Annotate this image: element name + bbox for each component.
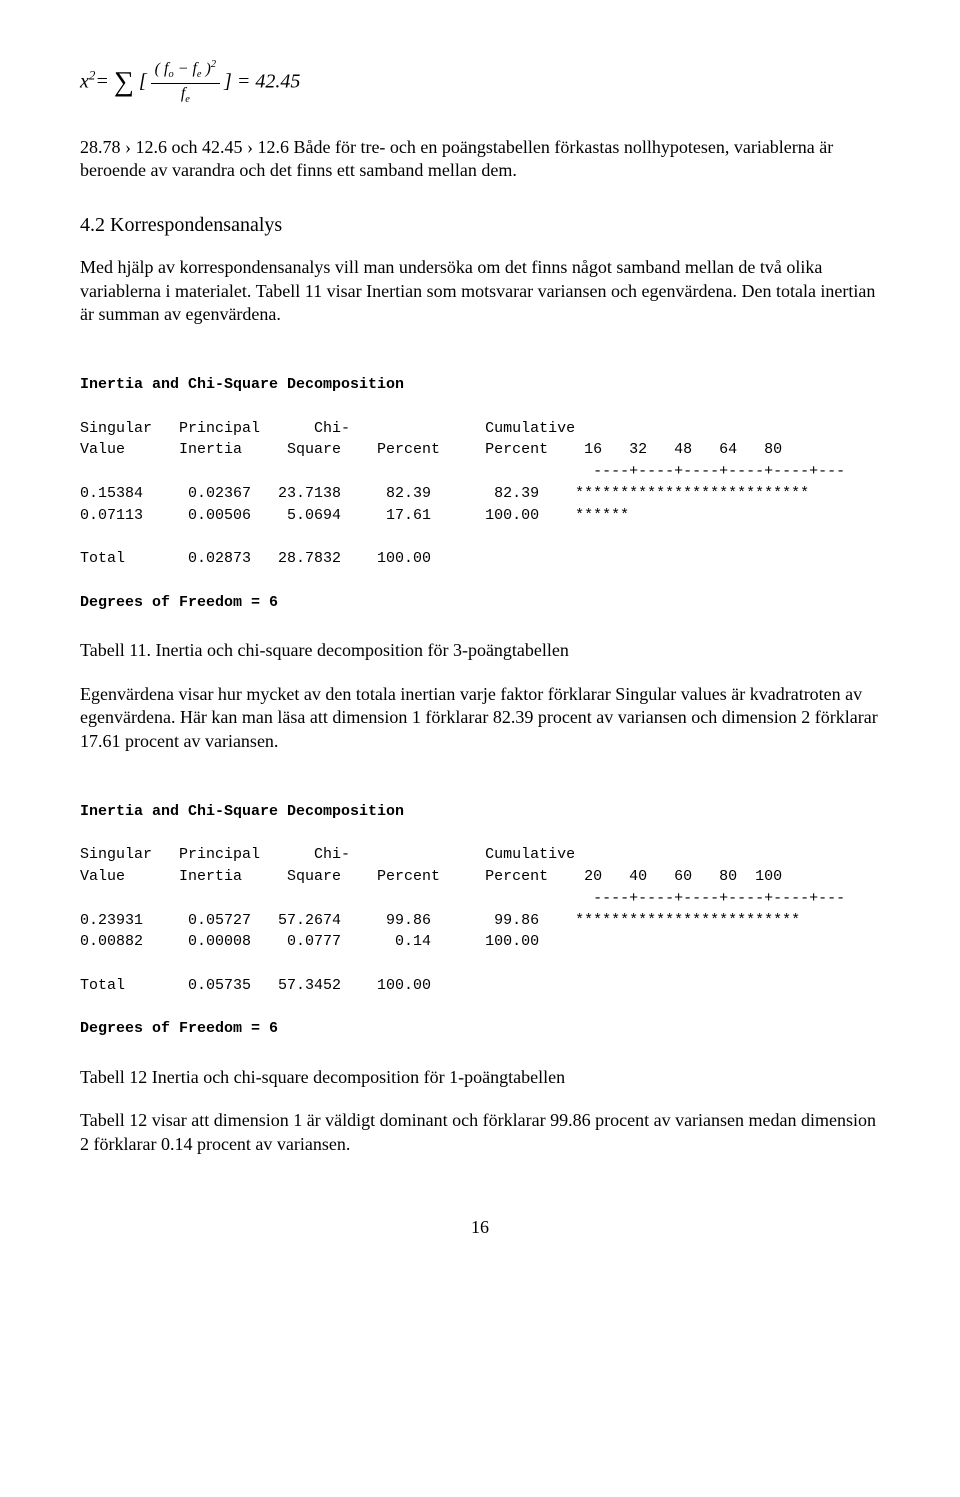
mono2-header1: Singular Principal Chi- Cumulative: [80, 846, 575, 863]
mono2-total: Total 0.05735 57.3452 100.00: [80, 977, 431, 994]
formula-lhs: x: [80, 70, 89, 92]
decomposition-table-1: Inertia and Chi-Square Decomposition Sin…: [80, 352, 880, 613]
mono1-ruler: ----+----+----+----+----+---: [80, 463, 845, 480]
paragraph-1: 28.78 › 12.6 och 42.45 › 12.6 Både för t…: [80, 136, 880, 183]
mono1-title: Inertia and Chi-Square Decomposition: [80, 376, 404, 393]
mono1-header2: Value Inertia Square Percent Percent 16 …: [80, 441, 782, 458]
chi-square-formula: x2= ∑ [ ( fo − fe )2 fe ] = 42.45: [80, 60, 880, 106]
mono2-row2: 0.00882 0.00008 0.0777 0.14 100.00: [80, 933, 539, 950]
table-12-caption: Tabell 12 Inertia och chi-square decompo…: [80, 1066, 880, 1089]
mono2-dof: Degrees of Freedom = 6: [80, 1020, 278, 1037]
mono1-row1: 0.15384 0.02367 23.7138 82.39 82.39 ****…: [80, 485, 809, 502]
mono2-title: Inertia and Chi-Square Decomposition: [80, 803, 404, 820]
mono2-header2: Value Inertia Square Percent Percent 20 …: [80, 868, 782, 885]
paragraph-3: Egenvärdena visar hur mycket av den tota…: [80, 683, 880, 753]
mono2-ruler: ----+----+----+----+----+---: [80, 890, 845, 907]
page-number: 16: [80, 1216, 880, 1239]
mono2-row1: 0.23931 0.05727 57.2674 99.86 99.86 ****…: [80, 912, 800, 929]
mono1-header1: Singular Principal Chi- Cumulative: [80, 420, 575, 437]
paragraph-2: Med hjälp av korrespondensanalys vill ma…: [80, 256, 880, 326]
mono1-row2: 0.07113 0.00506 5.0694 17.61 100.00 ****…: [80, 507, 629, 524]
mono1-total: Total 0.02873 28.7832 100.00: [80, 550, 431, 567]
paragraph-4: Tabell 12 visar att dimension 1 är väldi…: [80, 1109, 880, 1156]
heading-korrespondensanalys: 4.2 Korrespondensanalys: [80, 212, 880, 238]
mono1-dof: Degrees of Freedom = 6: [80, 594, 278, 611]
decomposition-table-2: Inertia and Chi-Square Decomposition Sin…: [80, 779, 880, 1040]
formula-result: = 42.45: [237, 70, 301, 92]
table-11-caption: Tabell 11. Inertia och chi-square decomp…: [80, 639, 880, 662]
